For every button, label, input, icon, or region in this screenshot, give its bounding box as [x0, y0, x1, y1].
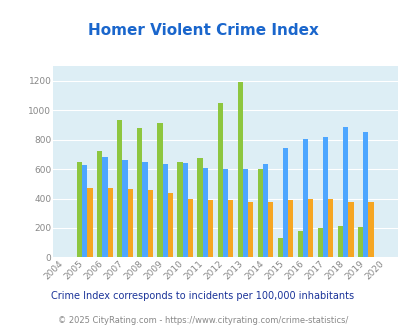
Bar: [117, 120, 122, 257]
Bar: [347, 202, 353, 257]
Bar: [317, 228, 322, 257]
Bar: [137, 128, 142, 257]
Text: Crime Index corresponds to incidents per 100,000 inhabitants: Crime Index corresponds to incidents per…: [51, 291, 354, 301]
Bar: [282, 148, 288, 257]
Bar: [277, 238, 282, 257]
Bar: [307, 199, 313, 257]
Bar: [288, 200, 293, 257]
Bar: [342, 127, 347, 257]
Bar: [262, 164, 267, 257]
Bar: [82, 165, 87, 257]
Bar: [122, 160, 127, 257]
Bar: [237, 82, 242, 257]
Bar: [257, 169, 262, 257]
Bar: [247, 202, 253, 257]
Bar: [188, 199, 192, 257]
Bar: [127, 189, 132, 257]
Bar: [87, 188, 92, 257]
Bar: [107, 188, 113, 257]
Bar: [302, 139, 307, 257]
Bar: [367, 202, 373, 257]
Bar: [227, 200, 232, 257]
Bar: [242, 169, 247, 257]
Bar: [157, 123, 162, 257]
Bar: [357, 227, 362, 257]
Bar: [142, 162, 147, 257]
Text: Homer Violent Crime Index: Homer Violent Crime Index: [87, 23, 318, 38]
Bar: [162, 164, 167, 257]
Bar: [267, 202, 273, 257]
Bar: [328, 199, 333, 257]
Bar: [362, 132, 367, 257]
Bar: [97, 151, 102, 257]
Bar: [222, 169, 227, 257]
Bar: [217, 103, 222, 257]
Bar: [102, 156, 107, 257]
Bar: [182, 163, 188, 257]
Bar: [322, 137, 328, 257]
Bar: [77, 162, 82, 257]
Bar: [337, 226, 342, 257]
Bar: [197, 158, 202, 257]
Text: © 2025 CityRating.com - https://www.cityrating.com/crime-statistics/: © 2025 CityRating.com - https://www.city…: [58, 316, 347, 325]
Bar: [167, 193, 173, 257]
Bar: [177, 162, 182, 257]
Bar: [147, 190, 153, 257]
Bar: [207, 200, 213, 257]
Bar: [202, 168, 207, 257]
Bar: [297, 231, 302, 257]
